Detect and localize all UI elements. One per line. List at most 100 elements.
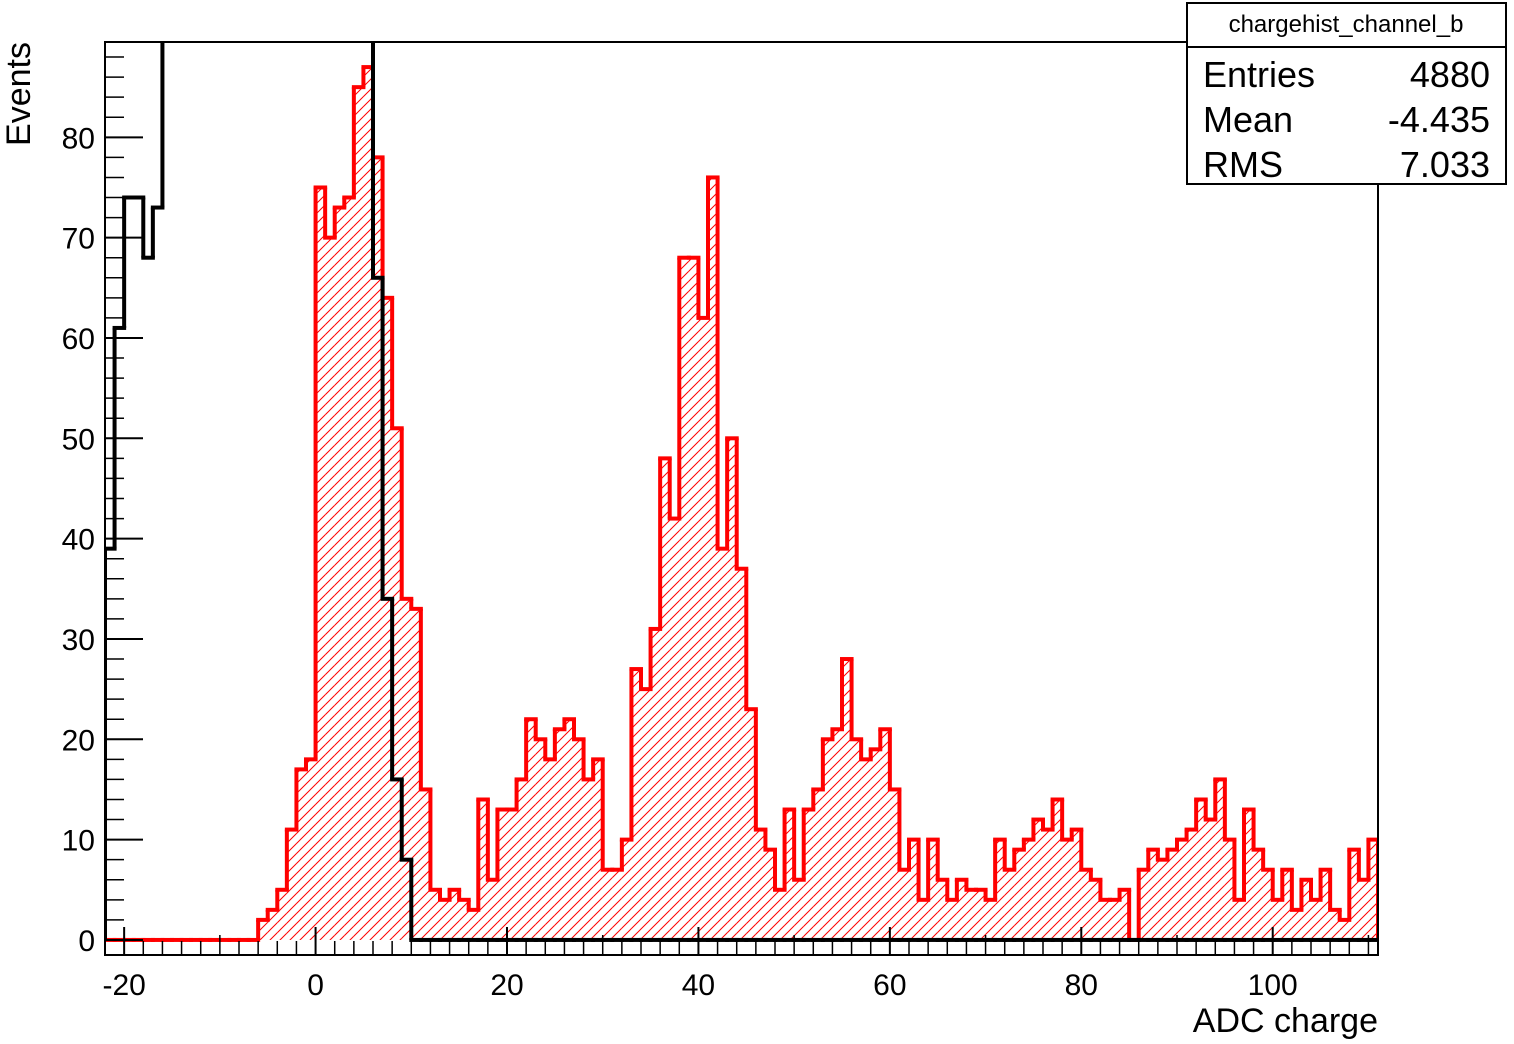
bar-hatch: [976, 889, 986, 940]
bar-hatch: [526, 719, 536, 940]
bar-hatch: [1090, 879, 1101, 940]
bar-hatch: [1014, 849, 1024, 940]
bar-hatch: [1196, 799, 1206, 940]
bar-hatch: [822, 739, 833, 940]
x-tick-label: 20: [490, 969, 523, 1002]
bar-hatch: [708, 177, 718, 940]
bar-hatch: [516, 779, 527, 940]
bar-hatch: [966, 889, 976, 940]
bar-hatch: [478, 799, 488, 940]
x-tick-label: -20: [102, 969, 145, 1002]
bar-hatch: [813, 789, 823, 940]
bar-hatch: [1272, 899, 1283, 940]
plot-area: [105, 42, 1378, 942]
y-tick-label: 20: [62, 724, 95, 757]
bar-hatch: [535, 739, 546, 940]
bar-hatch: [775, 889, 785, 940]
bar-hatch: [1205, 819, 1216, 940]
stats-value: 7.033: [1400, 144, 1490, 185]
bar-hatch: [947, 899, 957, 940]
bar-hatch: [602, 869, 613, 940]
y-tick-label: 70: [62, 223, 95, 256]
bar-hatch: [420, 789, 431, 940]
bar-hatch: [1023, 839, 1034, 940]
bar-hatch: [688, 257, 699, 940]
bar-hatch: [746, 709, 756, 940]
bar-hatch: [909, 839, 919, 940]
bar-hatch: [353, 87, 364, 940]
bar-hatch: [334, 207, 345, 940]
bar-hatch: [698, 317, 708, 940]
bar-hatch: [1282, 869, 1292, 940]
bar-hatch: [344, 197, 354, 940]
stats-box: chargehist_channel_b Entries 4880 Mean -4.4…: [1186, 2, 1507, 185]
bar-hatch: [1311, 899, 1321, 940]
bar-hatch: [612, 869, 622, 940]
stats-title: chargehist_channel_b: [1229, 11, 1464, 38]
bar-hatch: [1339, 919, 1350, 940]
bar-hatch: [401, 598, 412, 940]
bar-hatch: [286, 829, 297, 940]
bar-hatch: [1167, 849, 1177, 940]
histogram-series: [105, 65, 1378, 942]
bar-hatch: [851, 739, 862, 940]
bar-hatch: [1234, 899, 1244, 940]
bar-hatch: [468, 909, 479, 940]
x-tick-label: 100: [1248, 969, 1298, 1002]
bar-hatch: [1253, 849, 1264, 940]
bar-hatch: [325, 237, 335, 940]
bar-hatch: [382, 297, 393, 940]
bar-hatch: [861, 759, 871, 940]
bar-hatch: [631, 669, 641, 940]
bar-hatch: [1110, 899, 1120, 940]
y-tick-label: 80: [62, 122, 95, 155]
bar-hatch: [621, 839, 632, 940]
bar-hatch: [928, 839, 938, 940]
bar-hatch: [956, 879, 967, 940]
bar-hatch: [545, 759, 555, 940]
bar-hatch: [1368, 839, 1378, 940]
bar-hatch: [507, 809, 517, 940]
stats-label: Mean: [1203, 99, 1293, 140]
y-tick-label: 10: [62, 825, 95, 858]
bar-hatch: [459, 899, 469, 940]
stats-frame: [1186, 2, 1507, 185]
bar-hatch: [1224, 839, 1235, 940]
bar-hatch: [765, 849, 775, 940]
y-axis-title: Events: [0, 42, 38, 146]
x-tick-label: 0: [307, 969, 324, 1002]
bar-hatch: [1215, 779, 1225, 940]
x-axis-title: ADC charge: [1193, 1002, 1378, 1040]
bar-hatch: [1186, 829, 1197, 940]
bar-hatch: [937, 879, 948, 940]
bar-hatch: [267, 909, 278, 940]
bar-hatch: [842, 659, 852, 940]
bar-hatch: [1157, 859, 1168, 940]
bar-hatch: [899, 869, 909, 940]
x-tick-label: 40: [682, 969, 715, 1002]
stats-value: 4880: [1410, 54, 1490, 95]
bar-hatch: [755, 829, 766, 940]
bar-hatch: [487, 879, 498, 940]
bar-hatch: [315, 187, 326, 940]
bar-hatch: [1062, 839, 1072, 940]
bar-hatch: [392, 428, 402, 940]
bar-hatch: [449, 889, 460, 940]
bar-hatch: [717, 548, 728, 940]
bar-hatch: [1291, 909, 1302, 940]
bar-hatch: [803, 809, 814, 940]
bar-hatch: [1349, 849, 1359, 940]
bar-hatch: [258, 919, 268, 940]
stats-value: -4.435: [1388, 99, 1490, 140]
bar-hatch: [1148, 849, 1158, 940]
bar-hatch: [296, 769, 306, 940]
bar-hatch: [583, 779, 594, 940]
x-tick-label: 80: [1065, 969, 1098, 1002]
bar-hatch: [1138, 869, 1149, 940]
bar-hatch: [794, 879, 804, 940]
y-tick-label: 50: [62, 423, 95, 456]
y-tick-label: 60: [62, 323, 95, 356]
bar-hatch: [1004, 869, 1015, 940]
x-tick-label: 60: [873, 969, 906, 1002]
